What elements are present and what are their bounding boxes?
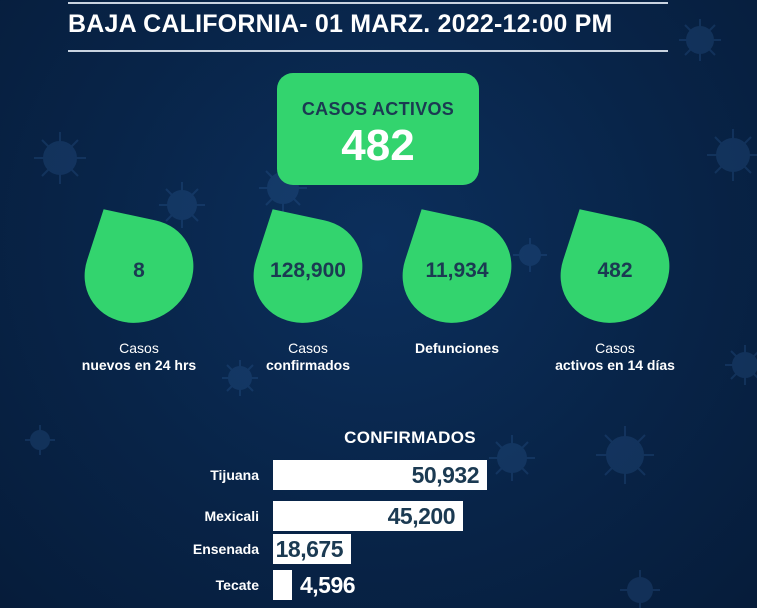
bar-label: Mexicali xyxy=(204,508,259,524)
bar-label: Tijuana xyxy=(210,467,259,483)
stat-blob: 8 xyxy=(70,209,208,333)
stat-blob: 128,900 xyxy=(239,209,377,333)
stat-caption: Casos confirmados xyxy=(233,340,383,374)
active-cases-value: 482 xyxy=(341,121,415,170)
stat-value: 128,900 xyxy=(270,259,346,282)
stat-caption: Defunciones xyxy=(382,340,532,357)
stat-new-cases: 8 Casos nuevos en 24 hrs xyxy=(64,209,214,374)
stat-deaths: 11,934 Defunciones xyxy=(382,209,532,357)
bar-row: Tijuana 50,932 xyxy=(150,460,487,490)
active-cases-card: CASOS ACTIVOS 482 xyxy=(277,73,479,185)
stat-caption: Casos nuevos en 24 hrs xyxy=(64,340,214,374)
stat-blob: 11,934 xyxy=(388,209,526,333)
stat-blob: 482 xyxy=(546,209,684,333)
stat-caption-line2: Defunciones xyxy=(414,340,499,356)
stat-value: 11,934 xyxy=(425,259,489,282)
stat-caption-line1: Casos xyxy=(288,340,328,356)
bar-row: Ensenada 18,675 xyxy=(150,534,351,564)
bar-value: 4,596 xyxy=(300,571,356,598)
header-rule-top xyxy=(68,2,668,4)
bar xyxy=(273,570,292,600)
stat-caption-line1: Casos xyxy=(119,340,159,356)
bar-value: 18,675 xyxy=(275,535,344,562)
active-cases-label: CASOS ACTIVOS xyxy=(301,99,455,119)
bar-row: Tecate 4,596 xyxy=(150,570,356,600)
bar-row: Mexicali 45,200 xyxy=(150,501,463,531)
bar: 45,200 xyxy=(273,501,463,531)
stat-caption-line2: nuevos en 24 hrs xyxy=(81,357,197,373)
header-rule-bottom xyxy=(68,50,668,52)
confirmed-title: CONFIRMADOS xyxy=(344,428,476,447)
stat-caption: Casos activos en 14 días xyxy=(540,340,690,374)
bar: 50,932 xyxy=(273,460,487,490)
bar: 18,675 xyxy=(273,534,351,564)
stat-value: 482 xyxy=(597,259,633,282)
stat-confirmed-cases: 128,900 Casos confirmados xyxy=(233,209,383,374)
bar-value: 45,200 xyxy=(387,502,456,529)
bar-value: 50,932 xyxy=(411,461,480,488)
stat-caption-line2: confirmados xyxy=(265,357,350,373)
stat-active-14-days: 482 Casos activos en 14 días xyxy=(540,209,690,374)
bar-label: Ensenada xyxy=(192,541,259,557)
page-title: BAJA CALIFORNIA- 01 MARZ. 2022-12:00 PM xyxy=(68,10,613,38)
stat-value: 8 xyxy=(133,259,145,282)
bar-label: Tecate xyxy=(215,577,259,593)
stat-caption-line2: activos en 14 días xyxy=(555,357,675,373)
stat-caption-line1: Casos xyxy=(595,340,635,356)
